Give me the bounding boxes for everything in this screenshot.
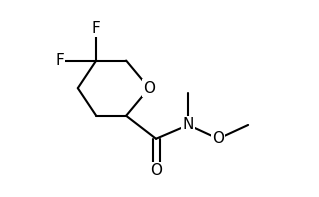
Text: O: O [150, 164, 162, 178]
Text: F: F [55, 53, 64, 68]
Text: F: F [92, 21, 100, 36]
Text: O: O [212, 131, 224, 146]
Text: N: N [182, 117, 194, 132]
Text: O: O [143, 81, 155, 96]
